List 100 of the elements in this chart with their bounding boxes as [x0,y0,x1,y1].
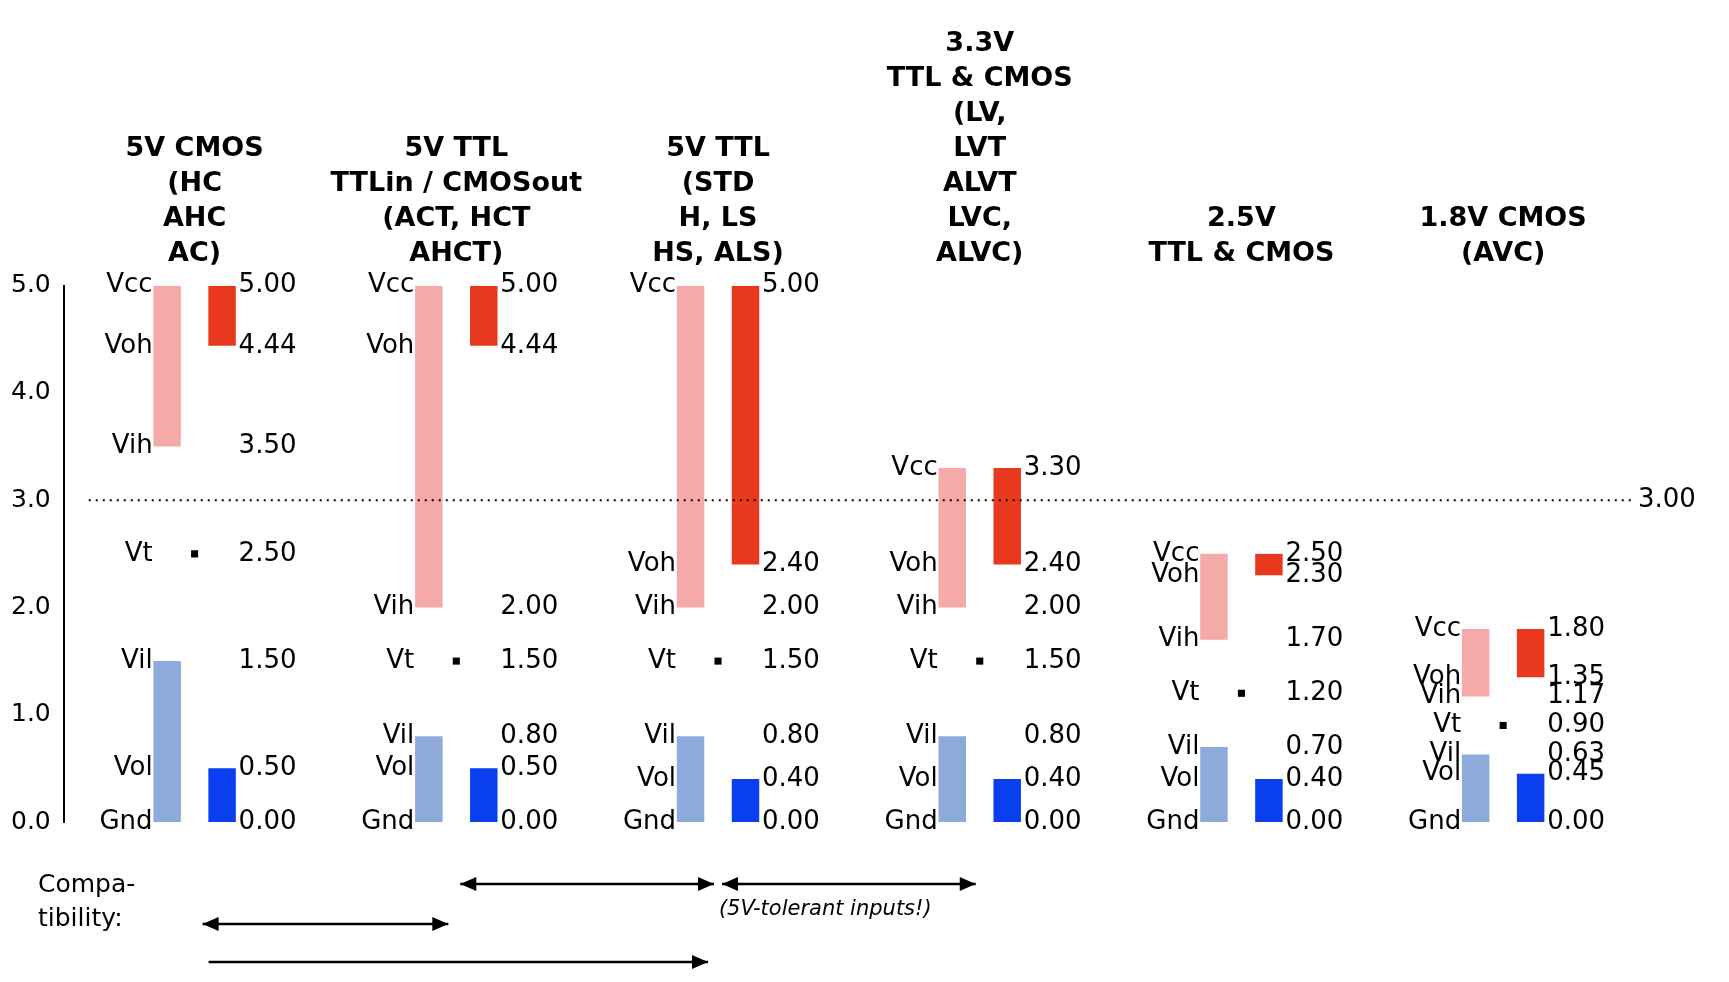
point [714,657,722,665]
annotation: Gnd [361,804,415,835]
annotation: Vt [386,643,415,674]
annotation: Vcc [367,268,415,299]
annotation: Vol [637,761,677,792]
annotation: 0.80 [762,718,820,749]
x-tick-label: 5V TTL (STD H, LS HS, ALS) [652,130,784,268]
annotation: Vcc [106,268,153,299]
bar [938,736,966,822]
annotation: Vil [382,718,415,749]
annotation: 0.70 [1285,729,1344,760]
annotation: 2.00 [762,590,820,621]
annotation: Vol [375,751,415,782]
annotation: 4.44 [238,328,297,359]
point [452,657,460,665]
annotation: 0.80 [1023,718,1082,749]
annotation: Voh [104,328,153,359]
y-tick-label: 0.0 [10,805,51,835]
annotation: Vil [1167,729,1200,760]
x-tick-label: 3.3V TTL & CMOS (LV, LVT ALVT LVC, ALVC) [886,25,1073,268]
annotation: 1.50 [762,643,820,674]
annotation: Voh [627,547,677,578]
annotation: 5.00 [238,268,297,299]
annotation: 0.40 [762,761,820,792]
annotation: 0.80 [500,718,559,749]
annotation: Voh [366,328,415,359]
annotation: 0.40 [1285,761,1344,792]
bar [470,768,498,822]
annotation: 0.00 [762,804,820,835]
annotation: 0.50 [500,751,559,782]
bar [1516,628,1545,678]
annotation: Vih [111,429,153,460]
annotation: 1.50 [1023,643,1082,674]
annotation: Vih [896,590,938,621]
annotation: 0.00 [1023,804,1082,835]
bar [415,736,443,822]
annotation: Gnd [1146,804,1200,835]
bar [153,285,181,447]
bar [415,285,443,608]
annotation: Vt [1171,676,1200,707]
annotation: 5.00 [762,268,820,299]
y-tick-label: 2.0 [10,590,51,620]
bar [993,468,1021,565]
bar [1461,754,1490,822]
annotation: 2.50 [238,536,297,567]
point [976,657,984,665]
annotation: Vol [113,751,153,782]
bar [676,736,705,822]
point [191,550,199,558]
point [1237,689,1245,697]
annotation: Gnd [99,804,153,835]
annotation: 2.00 [1023,590,1082,621]
bar [208,285,236,346]
y-tick-label: 5.0 [10,269,51,299]
annotation: Vol [1160,761,1200,792]
bar [1516,773,1545,822]
annotation: 1.20 [1285,676,1344,707]
y-tick-label: 3.0 [10,483,51,513]
bar [1461,628,1490,697]
text: Compa- tibility: [38,868,136,934]
annotation: 1.50 [500,643,559,674]
annotation: Gnd [622,804,677,835]
annotation: 0.90 [1547,708,1606,739]
annotation: Vol [898,761,938,792]
annotation: Vt [909,643,938,674]
annotation: Vil [906,718,938,749]
bar [993,779,1021,822]
bar [731,779,760,822]
bar [1200,553,1228,640]
annotation: Vil [644,718,677,749]
annotation: Voh [889,547,938,578]
annotation: Vih [1158,622,1200,653]
annotation: 1.50 [238,643,297,674]
annotation: 2.00 [500,590,559,621]
annotation: 4.44 [500,328,559,359]
annotation: 0.00 [238,804,297,835]
y-tick-label: 4.0 [10,376,51,406]
bar [470,285,498,346]
x-tick-label: 1.8V CMOS (AVC) [1419,201,1587,268]
annotation: Vih [635,590,677,621]
annotation: Vcc [1414,611,1462,642]
annotation: 0.00 [1547,804,1606,835]
annotation: Gnd [1408,804,1462,835]
annotation: Gnd [884,804,938,835]
annotation: Vil [120,643,153,674]
annotation: 0.40 [1023,761,1082,792]
annotation: 2.40 [762,547,820,578]
bar [1200,746,1228,822]
annotation: Vcc [629,268,677,299]
text: (5V-tolerant inputs!) [718,895,932,922]
annotation: Vcc [891,450,938,481]
annotation: 2.40 [1023,547,1082,578]
annotation: 1.70 [1285,622,1344,653]
point [1499,721,1507,729]
x-tick-label: 2.5V TTL & CMOS [1148,201,1335,268]
bar [676,285,705,608]
x-tick-label: 5V CMOS (HC AHC AC) [125,130,264,268]
annotation: 1.80 [1547,611,1606,642]
annotation: 0.00 [1285,804,1344,835]
bar [1255,553,1283,576]
